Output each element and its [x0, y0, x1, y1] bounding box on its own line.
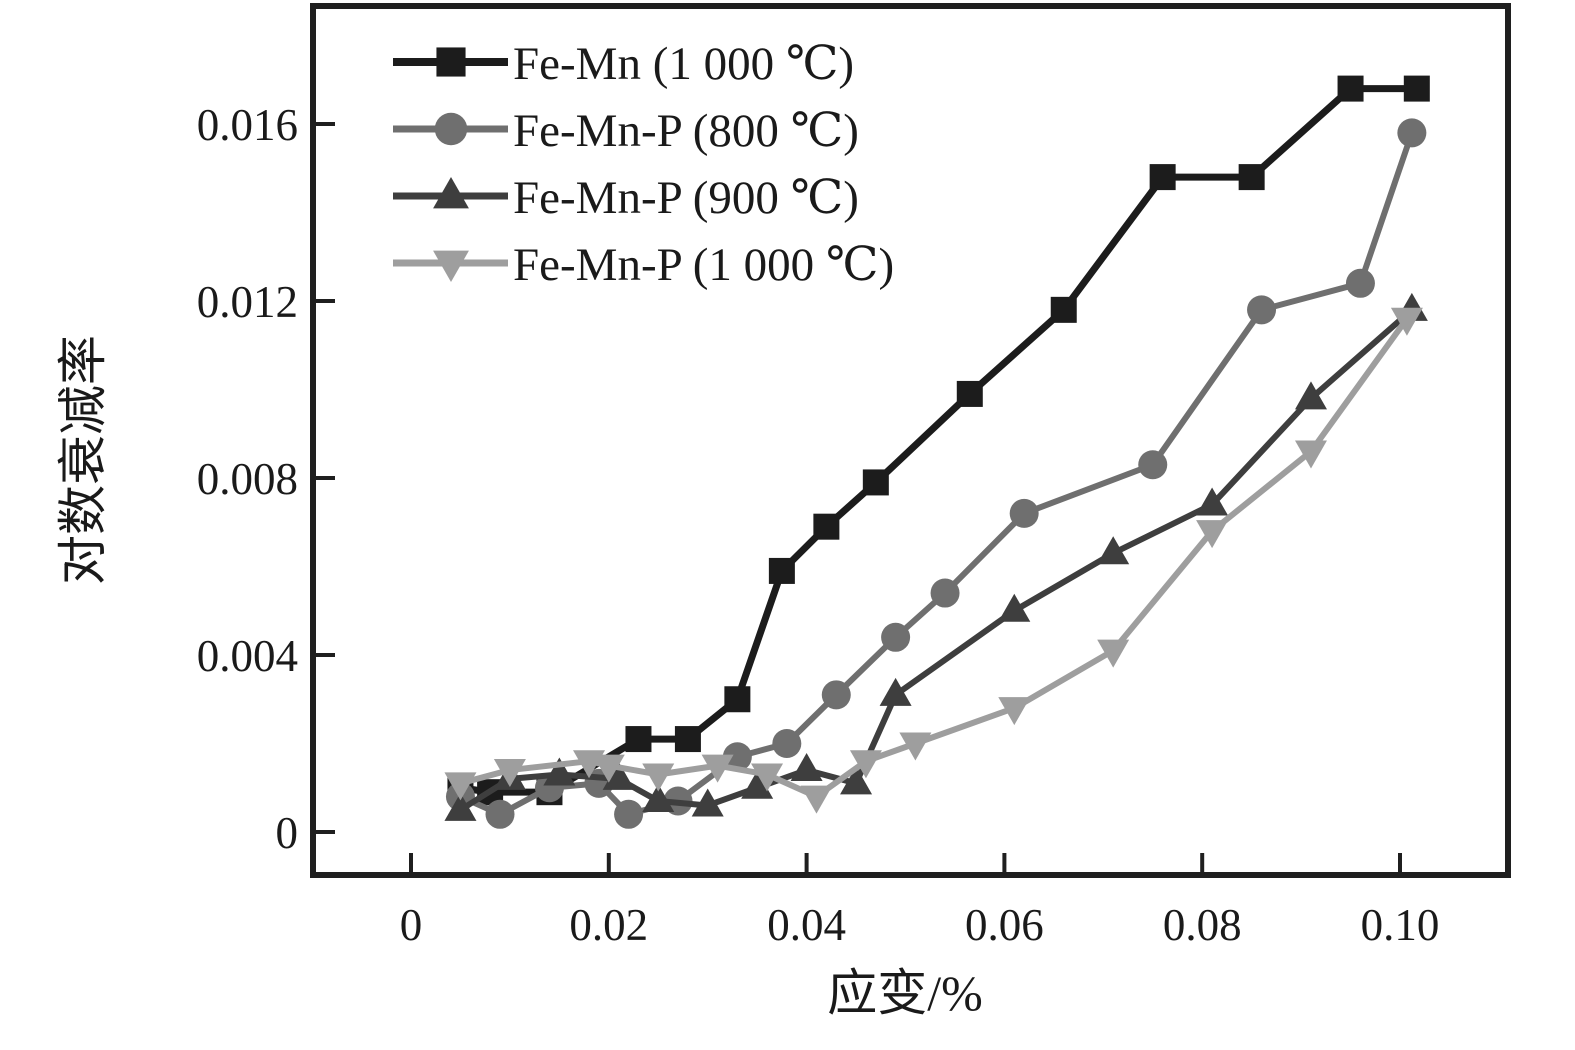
series-0-marker: [1403, 75, 1430, 102]
series-2-marker: [602, 761, 635, 790]
series-1-marker: [930, 578, 960, 608]
y-tick-label: 0.008: [197, 454, 298, 504]
y-axis-title: 对数衰减率: [55, 335, 111, 585]
series-2-marker: [840, 766, 873, 795]
series-3: [444, 307, 1423, 814]
series-1-marker: [1138, 450, 1168, 480]
series-3-marker: [642, 763, 675, 792]
series-3-marker: [592, 754, 625, 783]
x-tick-label: 0.06: [965, 900, 1044, 950]
series-layer: [444, 75, 1430, 829]
x-tick-label: 0.04: [767, 900, 846, 950]
series-2: [444, 292, 1428, 821]
series-0-marker: [813, 513, 840, 540]
series-1-marker: [722, 742, 752, 772]
series-3-marker: [1390, 307, 1423, 336]
series-1: [445, 118, 1427, 829]
series-0-marker: [1238, 164, 1265, 191]
legend-label: Fe-Mn (1 000 ℃): [513, 38, 854, 90]
legend-label: Fe-Mn-P (1 000 ℃): [513, 239, 894, 291]
axes-layer: 0 0.02 0.04 0.06 0.08 0.10 0 0.004 0.008 0.012 0.0…: [197, 3, 1511, 950]
series-0-marker: [1050, 296, 1077, 323]
series-3-marker: [493, 759, 526, 788]
series-1-marker: [614, 799, 644, 829]
series-0-marker: [862, 469, 889, 496]
series-2-marker: [1294, 381, 1327, 410]
series-2-marker: [879, 677, 912, 706]
series-0-marker: [1337, 75, 1364, 102]
series-2-marker: [741, 770, 774, 799]
series-3-marker: [998, 697, 1031, 726]
series-2-marker: [543, 757, 576, 786]
legend-label: Fe-Mn-P (800 ℃): [513, 105, 859, 157]
y-tick-label: 0: [276, 808, 299, 858]
y-tick-label: 0.016: [197, 100, 298, 150]
series-2-marker: [1097, 536, 1130, 565]
x-tick-label: 0.10: [1361, 900, 1440, 950]
series-1-marker: [1397, 118, 1427, 148]
y-tick-label: 0.012: [197, 277, 298, 327]
x-axis-title: 应变/%: [827, 965, 983, 1021]
series-1-marker: [1009, 498, 1039, 528]
series-0-marker: [956, 380, 983, 407]
series-1-marker: [485, 799, 515, 829]
series-3-marker: [800, 785, 833, 814]
series-3-marker: [751, 763, 784, 792]
series-1-marker: [881, 622, 911, 652]
series-3-marker: [1294, 440, 1327, 469]
series-0-marker: [724, 686, 751, 713]
series-0-marker: [1149, 164, 1176, 191]
series-1-marker: [821, 680, 851, 710]
series-0-marker: [674, 726, 701, 753]
legend-item-1: Fe-Mn-P (800 ℃): [393, 105, 859, 157]
series-2-marker: [790, 753, 823, 782]
series-0-marker: [768, 557, 795, 584]
legend-label: Fe-Mn-P (900 ℃): [513, 172, 859, 224]
legend-marker-triangle-up: [433, 176, 469, 209]
series-2-marker: [642, 784, 675, 813]
legend-item-0: Fe-Mn (1 000 ℃): [393, 38, 854, 90]
series-3-marker: [1196, 520, 1229, 549]
series-2-marker: [444, 792, 477, 821]
legend-marker-triangle-down: [433, 250, 469, 283]
legend-item-2: Fe-Mn-P (900 ℃): [393, 172, 859, 224]
plot-border: [310, 3, 1511, 878]
series-1-marker: [1247, 295, 1277, 325]
series-0: [447, 75, 1430, 806]
legend: Fe-Mn (1 000 ℃) Fe-Mn-P (800 ℃) Fe-Mn-P (9…: [393, 38, 894, 291]
x-tick-label: 0.02: [569, 900, 648, 950]
series-3-marker: [444, 772, 477, 801]
series-3-marker: [701, 754, 734, 783]
x-tick-label: 0.08: [1163, 900, 1242, 950]
series-3-marker: [899, 732, 932, 761]
series-2-marker: [691, 788, 724, 817]
series-1-line: [457, 129, 1415, 818]
series-3-line: [457, 315, 1410, 800]
series-1-marker: [1345, 268, 1375, 298]
legend-item-3: Fe-Mn-P (1 000 ℃): [393, 239, 894, 291]
x-tick-label: 0: [400, 900, 423, 950]
legend-marker-square: [436, 47, 466, 77]
series-2-marker: [998, 593, 1031, 622]
series-1-marker: [772, 729, 802, 758]
legend-marker-circle: [434, 112, 468, 146]
series-0-marker: [625, 726, 652, 753]
series-2-marker: [1196, 487, 1229, 516]
y-tick-label: 0.004: [197, 631, 298, 681]
series-3-marker: [849, 750, 882, 779]
series-3-marker: [1097, 639, 1130, 668]
